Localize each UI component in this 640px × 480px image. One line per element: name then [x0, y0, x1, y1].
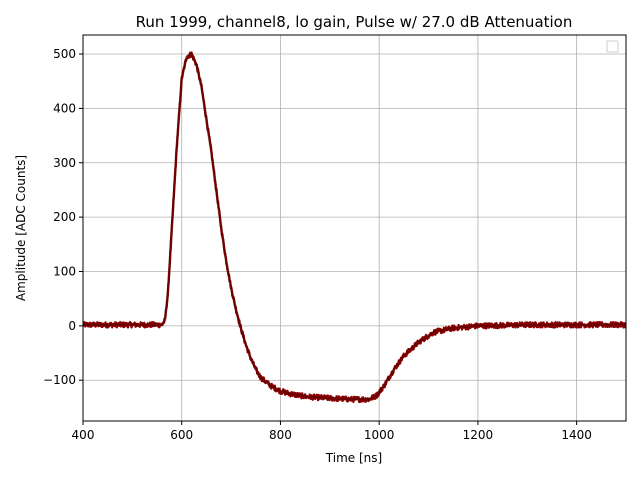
chart-title: Run 1999, channel8, lo gain, Pulse w/ 27…: [136, 13, 573, 31]
x-tick-label: 800: [269, 428, 292, 442]
grid: [82, 35, 626, 421]
y-tick-label: 300: [53, 156, 76, 170]
x-tick-label: 1000: [364, 428, 395, 442]
axes-frame: [82, 34, 627, 422]
x-tick-label: 400: [72, 428, 95, 442]
ticks: 400 600 800 1000 1200 1400 −100 0 100 200 300 400 50…: [43, 47, 592, 442]
y-tick-label: 100: [53, 264, 76, 278]
series-group: [83, 51, 626, 404]
y-tick-label: 500: [53, 47, 76, 61]
y-axis-label: Amplitude [ADC Counts]: [14, 155, 28, 301]
y-tick-label: 0: [68, 319, 76, 333]
series-core-line: [83, 52, 626, 401]
y-tick-label: −100: [43, 373, 76, 387]
plot-area: [83, 51, 626, 404]
legend-box: [606, 40, 619, 53]
y-tick-label: 200: [53, 210, 76, 224]
x-tick-label: 600: [170, 428, 193, 442]
y-tick-label: 400: [53, 101, 76, 115]
x-tick-label: 1200: [463, 428, 494, 442]
x-axis-label: Time [ns]: [325, 451, 382, 465]
axes: [82, 34, 627, 422]
x-tick-label: 1400: [561, 428, 592, 442]
